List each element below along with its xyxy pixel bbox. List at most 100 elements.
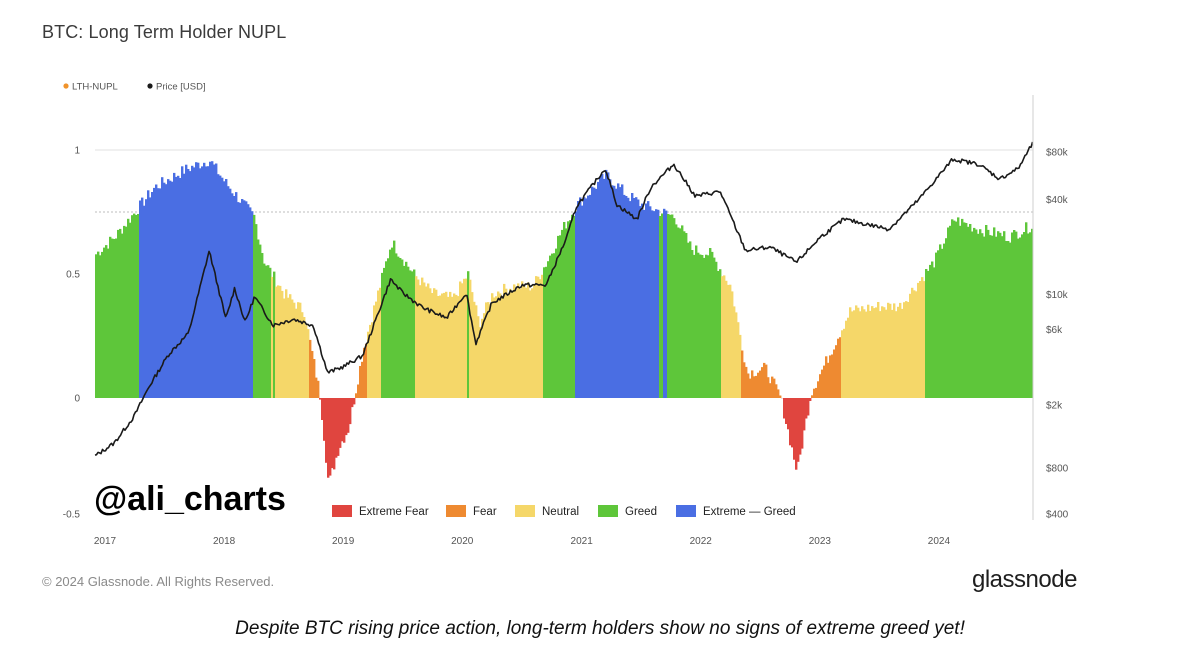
nupl-bar <box>261 253 264 398</box>
nupl-bar <box>705 254 708 398</box>
nupl-bar <box>103 247 106 398</box>
nupl-bar <box>155 184 158 398</box>
y-right-tick-label: $400 <box>1046 510 1069 521</box>
nupl-bar <box>717 271 720 398</box>
nupl-bar <box>555 248 558 398</box>
nupl-bar <box>517 283 520 398</box>
nupl-bar <box>1017 238 1020 398</box>
nupl-bar <box>699 254 702 398</box>
nupl-bar <box>1001 236 1004 398</box>
nupl-bar <box>911 287 914 398</box>
nupl-bar <box>973 227 976 398</box>
nupl-bars <box>95 161 1034 478</box>
nupl-bar <box>871 306 874 398</box>
nupl-bar <box>997 231 1000 398</box>
nupl-bar <box>729 284 732 398</box>
nupl-bar <box>519 288 522 398</box>
nupl-bar <box>491 293 494 398</box>
nupl-bar <box>353 398 356 405</box>
nupl-bar <box>495 296 498 398</box>
nupl-bar <box>643 209 646 398</box>
nupl-bar <box>851 311 854 398</box>
nupl-bar <box>831 354 834 398</box>
nupl-bar <box>471 292 474 398</box>
nupl-bar <box>369 324 372 398</box>
x-tick-label: 2024 <box>928 536 951 547</box>
nupl-bar <box>505 288 508 398</box>
nupl-bar <box>531 288 534 398</box>
nupl-bar <box>473 301 476 398</box>
nupl-bar <box>671 214 674 398</box>
nupl-bar <box>1025 222 1028 398</box>
nupl-bar <box>253 214 256 398</box>
nupl-bar <box>503 283 506 398</box>
nupl-bar <box>513 284 516 398</box>
nupl-bar <box>573 215 576 398</box>
nupl-bar <box>959 225 962 398</box>
nupl-bar <box>559 235 562 398</box>
nupl-bar <box>331 398 334 469</box>
nupl-bar <box>173 172 176 398</box>
nupl-bar <box>927 270 930 398</box>
nupl-bar <box>273 271 276 398</box>
nupl-bar <box>919 281 922 398</box>
nupl-bar <box>981 233 984 398</box>
nupl-bar <box>469 279 472 398</box>
nupl-bar <box>169 180 172 398</box>
nupl-bar <box>455 294 458 398</box>
nupl-bar <box>1023 232 1026 398</box>
nupl-bar <box>197 162 200 398</box>
nupl-bar <box>895 311 898 398</box>
nupl-bar <box>225 179 228 398</box>
nupl-bar <box>219 175 222 398</box>
nupl-bar <box>179 178 182 398</box>
nupl-bar <box>363 347 366 398</box>
nupl-bar <box>929 264 932 398</box>
nupl-bar <box>383 267 386 398</box>
nupl-bar <box>429 288 432 398</box>
nupl-bar <box>771 376 774 398</box>
nupl-bar <box>411 271 414 398</box>
nupl-bar <box>867 304 870 398</box>
nupl-bar <box>525 287 528 398</box>
nupl-bar <box>351 398 354 408</box>
nupl-bar <box>1019 237 1022 398</box>
nupl-bar <box>971 231 974 398</box>
nupl-bar <box>153 187 156 398</box>
nupl-bar <box>869 310 872 398</box>
nupl-bar <box>533 285 536 398</box>
nupl-bar <box>527 282 530 398</box>
nupl-bar <box>823 365 826 398</box>
nupl-bar <box>283 298 286 398</box>
nupl-bar <box>963 222 966 398</box>
nupl-bar <box>165 184 168 398</box>
nupl-bar <box>537 276 540 398</box>
nupl-bar <box>545 266 548 398</box>
nupl-bar <box>297 302 300 398</box>
nupl-bar <box>827 362 830 398</box>
nupl-bar <box>413 269 416 398</box>
nupl-bar <box>317 380 320 398</box>
nupl-bar <box>97 251 100 398</box>
y-right-tick-label: $10k <box>1046 290 1069 301</box>
nupl-bar <box>841 330 844 398</box>
nupl-bar <box>447 296 450 398</box>
nupl-bar <box>289 294 292 398</box>
nupl-bar <box>437 296 440 398</box>
nupl-bar <box>457 296 460 398</box>
nupl-bar <box>569 220 572 398</box>
nupl-bar <box>123 225 126 398</box>
y-left-tick-label: -0.5 <box>63 510 81 521</box>
nupl-bar <box>759 370 762 398</box>
nupl-bar <box>501 296 504 398</box>
nupl-bar <box>767 377 770 398</box>
nupl-bar <box>933 267 936 398</box>
nupl-bar <box>315 377 318 398</box>
nupl-bar <box>719 269 722 398</box>
nupl-bar <box>509 288 512 398</box>
nupl-bar <box>925 269 928 398</box>
nupl-bar <box>753 376 756 398</box>
nupl-bar <box>137 214 140 398</box>
nupl-bar <box>967 226 970 398</box>
zone-legend-swatch <box>676 505 696 517</box>
